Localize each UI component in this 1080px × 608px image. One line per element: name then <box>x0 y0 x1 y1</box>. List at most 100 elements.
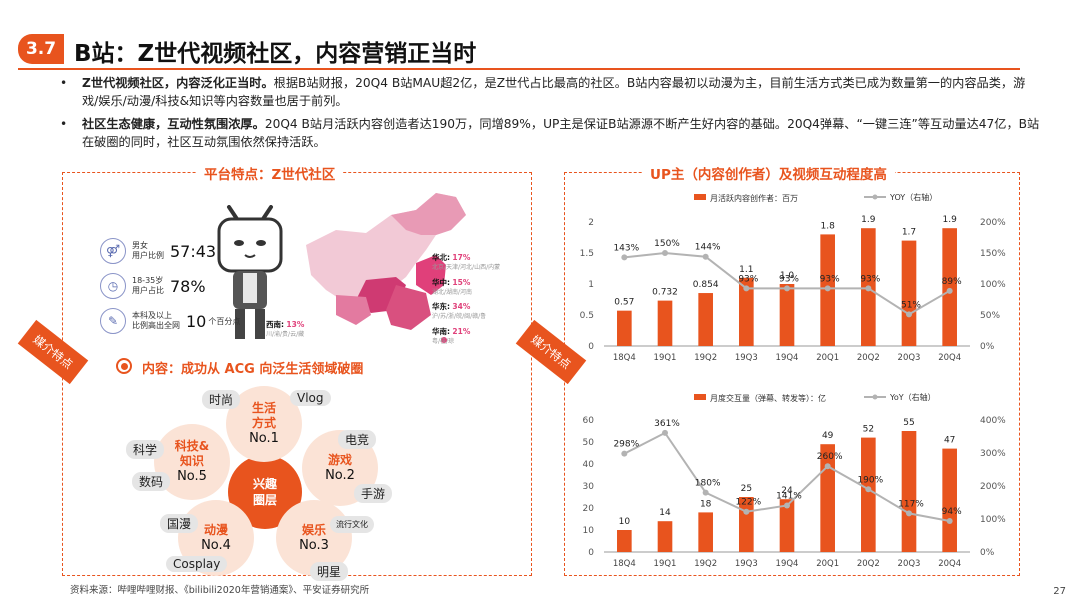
bar-data-label: 18 <box>700 499 712 509</box>
bar-data-label: 1.9 <box>861 215 876 225</box>
tag: 数码 <box>132 472 171 491</box>
bullet-text: 根据B站财报，20Q4 B站MAU超2亿，是Z世代占比最高的社区。B站内容最初以… <box>82 76 1026 108</box>
bar-data-label: 1.9 <box>943 215 958 225</box>
chart-bar <box>657 300 673 346</box>
region-pct: 13% <box>286 320 305 329</box>
platform-panel-title: 平台特点：Z世代社区 <box>196 163 344 183</box>
category-rank: No.1 <box>249 431 279 446</box>
gender-ratio-stat: ⚤ 男女 用户比例 57:43 <box>100 238 216 264</box>
y-tick-label: 60 <box>583 416 595 426</box>
category-name: 游戏 <box>327 452 352 467</box>
tag: 国漫 <box>160 514 199 533</box>
yoy-data-label: 143% <box>613 243 639 253</box>
category-rank: No.2 <box>325 467 355 483</box>
bar-data-label: 1.0 <box>780 271 795 281</box>
bar-data-label: 0.732 <box>652 288 678 298</box>
yoy-point <box>743 285 750 292</box>
stat-value: 78% <box>170 276 206 296</box>
category-name: 生活 方式 <box>251 401 276 430</box>
yoy-point <box>824 285 831 292</box>
chart-bar <box>779 499 795 552</box>
tag: Vlog <box>290 390 331 406</box>
chart-bar <box>942 448 957 552</box>
y-tick-label: 30 <box>583 482 595 492</box>
region-south: 华南: 21% 粤/桂/琼 <box>432 327 470 346</box>
region-cities: 粤/桂/琼 <box>432 338 455 345</box>
yoy-point <box>702 489 709 496</box>
yoy-point <box>824 463 831 470</box>
region-southwest: 西南: 13% 川/渝/贵/云/藏 <box>266 320 304 339</box>
x-tick-label: 19Q4 <box>776 353 799 363</box>
region-east: 华东: 34% 沪/苏/浙/皖/闽/赣/鲁 <box>432 302 486 321</box>
y2-tick-label: 400% <box>980 416 1006 426</box>
bar-data-label: 1.7 <box>902 228 916 238</box>
region-pct: 17% <box>452 253 471 262</box>
legend-line-marker <box>872 394 878 400</box>
yoy-point <box>946 287 953 294</box>
region-name: 华东: <box>432 302 450 311</box>
yoy-data-label: 93% <box>779 274 799 284</box>
stat-value: 57:43 <box>170 241 217 261</box>
content-heading: 内容：成功从 ACG 向泛生活领域破圈 <box>142 362 364 377</box>
cake-icon: ◷ <box>100 273 126 299</box>
region-name: 华南: <box>432 327 450 336</box>
region-name: 西南: <box>266 320 284 329</box>
legend-bar-swatch <box>694 394 706 400</box>
yoy-point <box>662 250 668 256</box>
yoy-data-label: 144% <box>695 243 721 253</box>
y2-tick-label: 200% <box>980 218 1006 228</box>
y-tick-label: 1.5 <box>580 249 594 259</box>
gender-icon: ⚤ <box>100 238 126 264</box>
y-tick-label: 20 <box>583 504 595 514</box>
bullet-lead: Z世代视频社区，内容泛化正当时。 <box>82 76 274 90</box>
bar-data-label: 55 <box>903 418 914 428</box>
region-cities: 湖北/湖南/河南 <box>432 289 473 296</box>
region-name: 华中: <box>432 278 450 287</box>
x-tick-label: 20Q2 <box>857 559 880 569</box>
chart-bar <box>698 512 713 552</box>
category-rank: No.5 <box>177 469 207 484</box>
x-tick-label: 20Q3 <box>898 353 921 363</box>
yoy-point <box>906 311 912 318</box>
region-pct: 34% <box>452 302 471 311</box>
yoy-data-label: 93% <box>738 274 758 284</box>
yoy-data-label: 190% <box>857 475 883 485</box>
page-title: B站：Z世代视频社区，内容营销正当时 <box>74 41 477 67</box>
bar-data-label: 10 <box>619 517 631 527</box>
bar-data-label: 25 <box>741 484 752 494</box>
x-tick-label: 19Q1 <box>654 353 677 363</box>
bar-data-label: 49 <box>822 431 834 441</box>
chart-bar <box>820 444 835 552</box>
y-tick-label: 2 <box>588 218 594 228</box>
y2-tick-label: 300% <box>980 449 1006 459</box>
region-cities: 北京/天津/河北/山西/内蒙 <box>432 264 501 271</box>
yoy-point <box>865 285 872 292</box>
chart-bar <box>901 431 917 552</box>
y2-tick-label: 100% <box>980 515 1006 525</box>
tag: 流行文化 <box>330 516 374 533</box>
legend-bar-label: 月活跃内容创作者：百万 <box>710 193 798 203</box>
x-tick-label: 19Q1 <box>654 559 677 569</box>
age-ratio-stat: ◷ 18-35岁 用户占比 78% <box>100 273 206 299</box>
yoy-data-label: 141% <box>776 491 802 501</box>
yoy-point <box>743 508 750 515</box>
yoy-point <box>621 450 628 457</box>
tag: 明星 <box>310 562 349 581</box>
stat-label: 本科及以上 比例高出全网 <box>132 311 180 330</box>
x-tick-label: 20Q2 <box>857 353 880 363</box>
stat-value: 10 <box>186 311 207 331</box>
bullet-list: Z世代视频社区，内容泛化正当时。根据B站财报，20Q4 B站MAU超2亿，是Z世… <box>60 74 1040 156</box>
bar-data-label: 0.854 <box>693 280 719 290</box>
china-map <box>306 193 466 343</box>
source-note: 资料来源：哔哩哔哩财报、《bilibili2020年营销通案》、平安证券研究所 <box>70 585 370 596</box>
y-tick-label: 0 <box>588 342 594 352</box>
stat-unit: 个百分点 <box>208 316 241 326</box>
chart-bar <box>861 437 876 552</box>
yoy-data-label: 51% <box>901 300 921 310</box>
bar-data-label: 1.8 <box>821 221 836 231</box>
page-number: 27 <box>1053 586 1066 597</box>
tag: Cosplay <box>166 556 228 572</box>
yoy-data-label: 94% <box>942 507 962 517</box>
x-tick-label: 19Q3 <box>735 353 758 363</box>
graduation-cap-icon: ✎ <box>100 308 126 334</box>
